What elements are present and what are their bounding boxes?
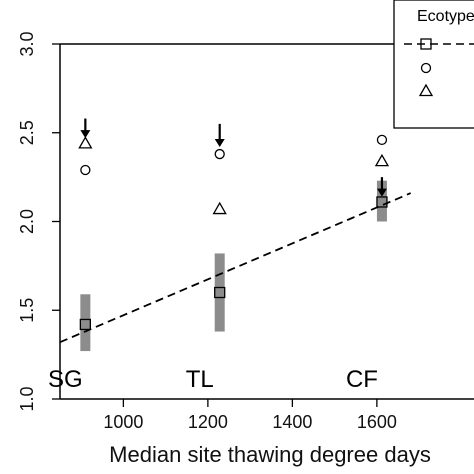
point-triangle — [376, 155, 388, 166]
ci-bar — [215, 253, 225, 331]
point-triangle — [214, 203, 226, 214]
y-tick-label: 1.5 — [17, 298, 37, 323]
x-axis: 1000 1200 1400 1600 — [103, 399, 397, 432]
arrow-head — [80, 130, 90, 138]
y-axis: 1.0 1.5 2.0 2.5 3.0 — [17, 31, 60, 411]
confidence-bars — [80, 181, 387, 351]
x-tick-label: 1000 — [103, 412, 143, 432]
x-tick-label: 1400 — [272, 412, 312, 432]
arrows — [80, 119, 387, 197]
point-circle — [215, 150, 224, 159]
x-tick-label: 1200 — [188, 412, 228, 432]
site-label: SG — [48, 366, 83, 393]
point-circle — [377, 135, 386, 144]
legend: Ecotype — [394, 0, 474, 128]
site-label: CF — [346, 366, 378, 393]
regression-line — [60, 193, 411, 342]
x-axis-title: Median site thawing degree days — [109, 442, 431, 467]
y-tick-label: 1.0 — [17, 386, 37, 411]
ci-bar — [80, 294, 90, 351]
x-tick-label: 1600 — [357, 412, 397, 432]
y-tick-label: 2.5 — [17, 120, 37, 145]
y-tick-label: 2.0 — [17, 209, 37, 234]
data-points — [79, 135, 388, 329]
point-triangle — [79, 137, 91, 148]
arrow-head — [215, 139, 225, 147]
site-labels: SG TL CF — [48, 366, 378, 393]
legend-title: Ecotype — [417, 8, 474, 25]
y-tick-label: 3.0 — [17, 31, 37, 56]
site-label: TL — [186, 366, 214, 393]
point-circle — [81, 166, 90, 175]
